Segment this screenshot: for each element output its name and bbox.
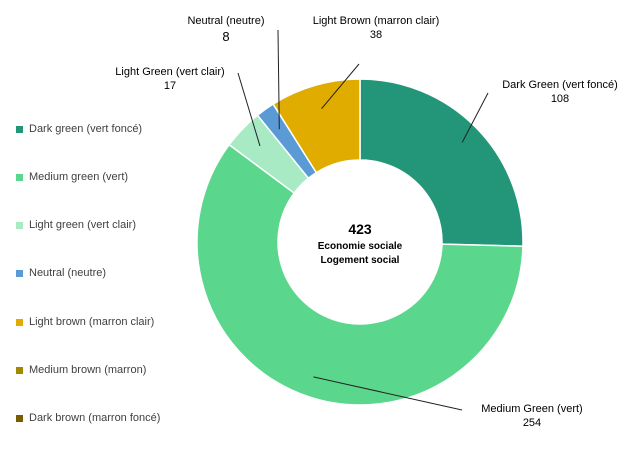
slice-label-dark-green: Dark Green (vert foncé) bbox=[502, 79, 618, 91]
slice-value-neutral: 8 bbox=[222, 29, 229, 44]
slice-label-neutral: Neutral (neutre) bbox=[187, 15, 264, 27]
slice-dark-green bbox=[359, 78, 524, 247]
legend-label: Medium brown (marron) bbox=[29, 364, 147, 376]
center-total: 423 bbox=[348, 221, 372, 237]
legend-swatch bbox=[16, 270, 23, 277]
legend-swatch bbox=[16, 126, 23, 133]
slice-value-light-green: 17 bbox=[164, 80, 176, 92]
center-line-1: Economie sociale bbox=[318, 241, 403, 252]
slice-value-medium-green: 254 bbox=[523, 417, 541, 429]
leader-line-light-brown bbox=[321, 63, 360, 110]
leader-line-medium-green bbox=[313, 376, 463, 411]
legend-label: Neutral (neutre) bbox=[29, 267, 107, 279]
legend-item-dark-green: Dark green (vert foncé) bbox=[16, 122, 186, 137]
leader-line-dark-green bbox=[461, 92, 489, 143]
legend-label: Light brown (marron clair) bbox=[29, 316, 155, 328]
slice-medium-green bbox=[196, 143, 524, 406]
slice-value-light-brown: 38 bbox=[370, 29, 382, 41]
legend-label: Dark green (vert foncé) bbox=[29, 123, 143, 135]
legend-item-neutral: Neutral (neutre) bbox=[16, 266, 186, 281]
leader-line-neutral bbox=[277, 29, 280, 130]
slice-labels: Dark Green (vert foncé) 108 Medium Green (… bbox=[115, 15, 617, 429]
legend-item-dark-brown: Dark brown (marron foncé) bbox=[16, 411, 186, 426]
slice-label-medium-green: Medium Green (vert) bbox=[481, 403, 582, 415]
donut-slices bbox=[196, 78, 524, 406]
center-line-2: Logement social bbox=[321, 255, 400, 266]
legend-label: Dark brown (marron foncé) bbox=[29, 412, 161, 424]
legend-item-light-green: Light green (vert clair) bbox=[16, 218, 186, 233]
legend-item-medium-brown: Medium brown (marron) bbox=[16, 363, 186, 378]
legend-swatch bbox=[16, 222, 23, 229]
leader-lines bbox=[237, 29, 489, 411]
donut-center: 423 Economie sociale Logement social bbox=[318, 221, 403, 266]
slice-label-light-brown: Light Brown (marron clair) bbox=[313, 15, 440, 27]
legend-swatch bbox=[16, 174, 23, 181]
slice-value-dark-green: 108 bbox=[551, 93, 569, 105]
legend-item-medium-green: Medium green (vert) bbox=[16, 170, 186, 185]
slice-light-brown bbox=[272, 78, 361, 174]
leader-line-light-green bbox=[237, 72, 261, 147]
legend-label: Medium green (vert) bbox=[29, 171, 129, 183]
legend-item-light-brown: Light brown (marron clair) bbox=[16, 315, 186, 330]
legend-swatch bbox=[16, 319, 23, 326]
slice-label-light-green: Light Green (vert clair) bbox=[115, 66, 224, 78]
legend-swatch bbox=[16, 367, 23, 374]
legend-swatch bbox=[16, 415, 23, 422]
legend-label: Light green (vert clair) bbox=[29, 219, 136, 231]
